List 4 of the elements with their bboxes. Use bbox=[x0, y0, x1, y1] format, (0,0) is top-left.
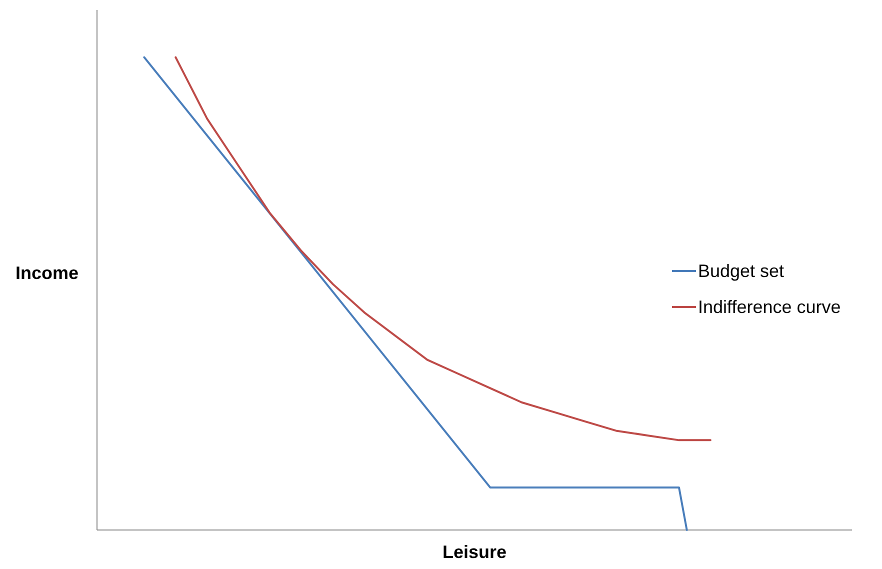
y-axis-title: Income bbox=[15, 263, 79, 283]
legend-label: Indifference curve bbox=[698, 297, 841, 317]
legend-label: Budget set bbox=[698, 261, 784, 281]
x-axis-title: Leisure bbox=[442, 542, 507, 562]
